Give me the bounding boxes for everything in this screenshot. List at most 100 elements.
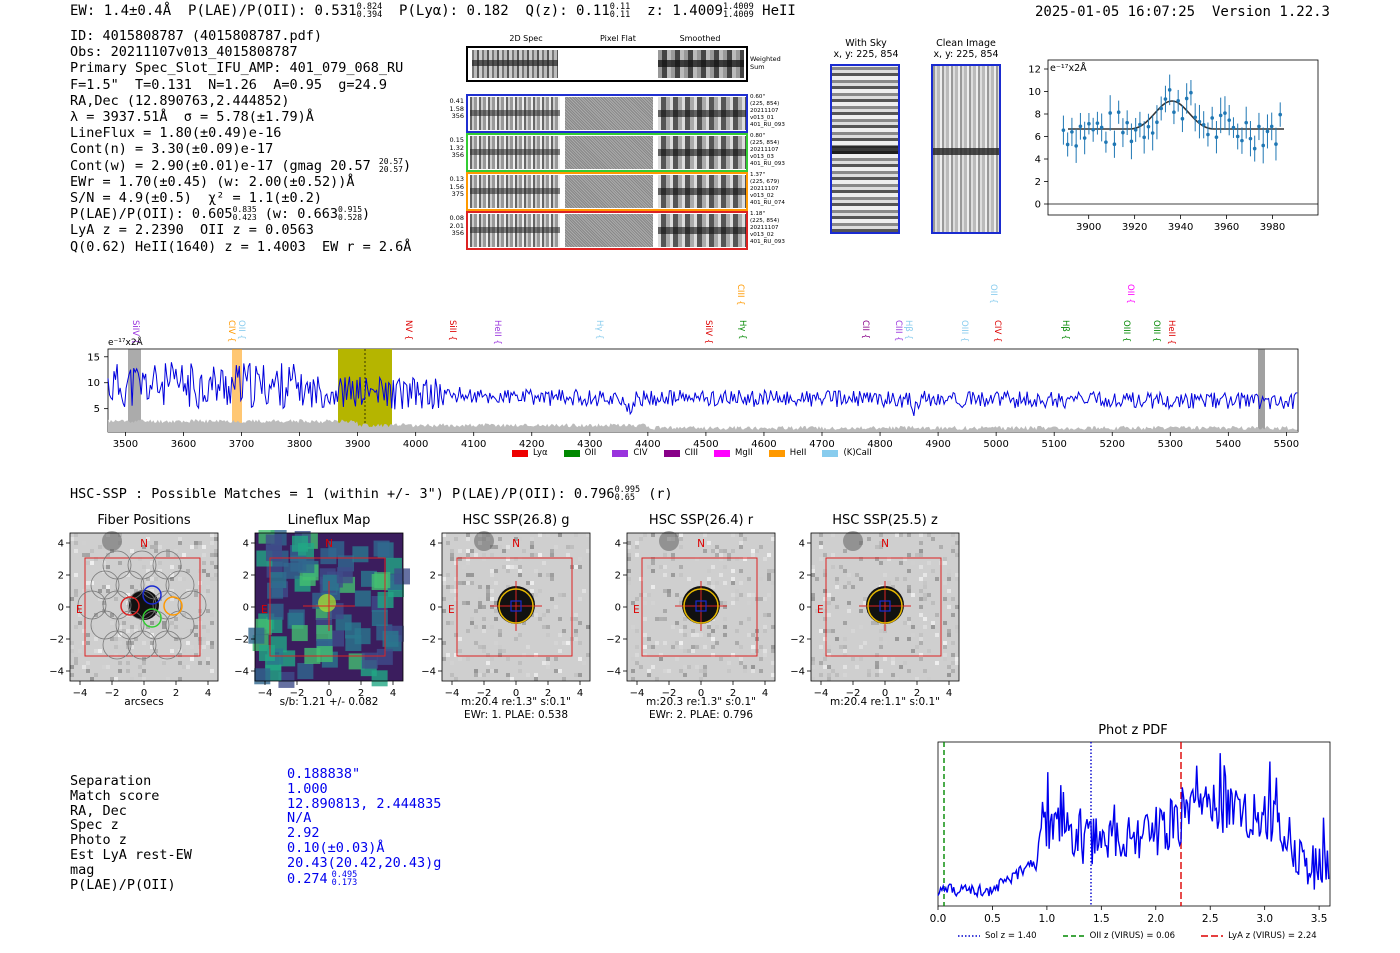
- hsc-pixel: [482, 557, 486, 561]
- hsc-pixel: [923, 617, 927, 621]
- hsc-pixel: [194, 593, 198, 597]
- hsc-cutout: N E 4 2 0 −2 −4 −4 −2 0 2 4: [790, 531, 960, 699]
- hsc-pixel: [458, 581, 462, 585]
- hsc-panel-caption: s/b: 1.21 +/- 0.082: [279, 696, 379, 708]
- fiber-circle: [152, 630, 182, 660]
- full-x-tick-label: 5200: [1100, 439, 1125, 450]
- full-y-tick-label: 15: [87, 352, 100, 363]
- spec2d-row-info-line: (225, 854): [750, 218, 780, 224]
- hsc-pixel: [198, 541, 202, 545]
- hsc-pixel: [823, 573, 827, 577]
- hsc-x-tick-label: 4: [946, 688, 952, 699]
- hsc-x-tick-label: 0: [882, 688, 888, 699]
- hsc-pixel: [210, 577, 214, 581]
- hsc-pixel: [94, 557, 98, 561]
- hsc-pixel: [210, 533, 214, 537]
- east-label: E: [817, 604, 824, 616]
- hsc-pixel: [919, 641, 923, 645]
- hsc-pixel: [574, 633, 578, 637]
- photz-legend-swatch: [1062, 935, 1085, 937]
- hsc-pixel: [939, 545, 943, 549]
- hsc-pixel: [627, 541, 631, 545]
- spec2d-row-value: 356: [451, 151, 464, 159]
- hsc-panel-caption: m:20.3 re:1.3" s:0.1": [646, 696, 756, 708]
- hsc-pixel: [659, 653, 663, 657]
- hsc-pixel: [727, 661, 731, 665]
- match-value: 1.000: [287, 780, 328, 797]
- photz-legend-swatch: [1201, 935, 1224, 937]
- hsc-pixel: [550, 553, 554, 557]
- hsc-pixel: [763, 649, 767, 653]
- hsc-pixel: [683, 617, 687, 621]
- hsc-pixel: [110, 621, 114, 625]
- zoom-data-point: [1189, 90, 1193, 95]
- hsc-pixel: [510, 677, 514, 681]
- hsc-pixel: [683, 633, 687, 637]
- hsc-neighbor-source: [843, 531, 863, 551]
- photz-x-tick-label: 1.5: [1093, 913, 1110, 925]
- hsc-pixel: [522, 621, 526, 625]
- hsc-pixel: [951, 669, 955, 673]
- spec2d-row-info-line: 401_RU_074: [750, 200, 785, 206]
- hsc-pixel: [498, 545, 502, 549]
- hsc-pixel: [819, 629, 823, 633]
- hsc-pixel: [178, 541, 182, 545]
- hsc-pixel: [446, 653, 450, 657]
- hsc-pixel: [546, 533, 550, 537]
- hsc-pixel: [643, 601, 647, 605]
- hsc-pixel: [170, 573, 174, 577]
- hsc-pixel: [90, 561, 94, 565]
- hsc-pixel: [627, 557, 631, 561]
- hsc-pixel: [510, 565, 514, 569]
- hsc-pixel: [550, 573, 554, 577]
- hsc-pixel: [498, 649, 502, 653]
- hsc-x-tick-label: 0: [513, 688, 519, 699]
- hsc-pixel: [206, 657, 210, 661]
- hsc-pixel: [667, 669, 671, 673]
- cont-n: Cont(n) = 3.30(±0.09)e-17: [70, 141, 274, 158]
- zoom-data-point: [1244, 120, 1248, 125]
- hsc-pixel: [819, 661, 823, 665]
- primary-spec: Primary Spec_Slot_IFU_AMP: 401_079_068_R…: [70, 60, 404, 77]
- hsc-y-tick-label: 0: [243, 603, 249, 614]
- hsc-pixel: [158, 545, 162, 549]
- hsc-pixel: [671, 553, 675, 557]
- hsc-pixel: [86, 669, 90, 673]
- photz-x-tick-label: 0.5: [984, 913, 1001, 925]
- hsc-pixel: [570, 545, 574, 549]
- full-x-tick-label: 4100: [461, 439, 486, 450]
- hsc-pixel: [538, 533, 542, 537]
- hsc-pixel: [166, 677, 170, 681]
- hsc-pixel: [450, 589, 454, 593]
- hsc-pixel: [186, 629, 190, 633]
- lineflux-pixel: [291, 625, 308, 642]
- hsc-pixel: [751, 645, 755, 649]
- hsc-pixel: [126, 629, 130, 633]
- ew-rest: EWr = 1.70(±0.45) (w: 2.00(±0.52))Å: [70, 173, 355, 190]
- hsc-pixel: [755, 549, 759, 553]
- hsc-pixel: [951, 661, 955, 665]
- lya-oii-z: LyA z = 2.2390 OII z = 0.0563: [70, 222, 314, 239]
- hsc-pixel: [490, 605, 494, 609]
- line-legend-item: MgII: [714, 448, 753, 458]
- hsc-pixel: [490, 597, 494, 601]
- hsc-pixel: [122, 613, 126, 617]
- hsc-pixel: [767, 613, 771, 617]
- hsc-pixel: [514, 545, 518, 549]
- zoom-spectrum-frame: [1047, 59, 1319, 216]
- hsc-pixel: [130, 677, 134, 681]
- hsc-pixel: [955, 625, 959, 629]
- hsc-pixel: [70, 649, 74, 653]
- hsc-pixel: [174, 637, 178, 641]
- hsc-pixel: [194, 625, 198, 629]
- pixelflat-image: [565, 214, 653, 247]
- hsc-y-tick-label: −4: [234, 667, 249, 678]
- hsc-pixel: [550, 597, 554, 601]
- hsc-pixel: [911, 633, 915, 637]
- hsc-pixel: [482, 629, 486, 633]
- hsc-pixel: [518, 633, 522, 637]
- hsc-pixel: [855, 573, 859, 577]
- full-x-tick-label: 4000: [403, 439, 428, 450]
- hsc-pixel: [542, 613, 546, 617]
- hsc-pixel: [186, 549, 190, 553]
